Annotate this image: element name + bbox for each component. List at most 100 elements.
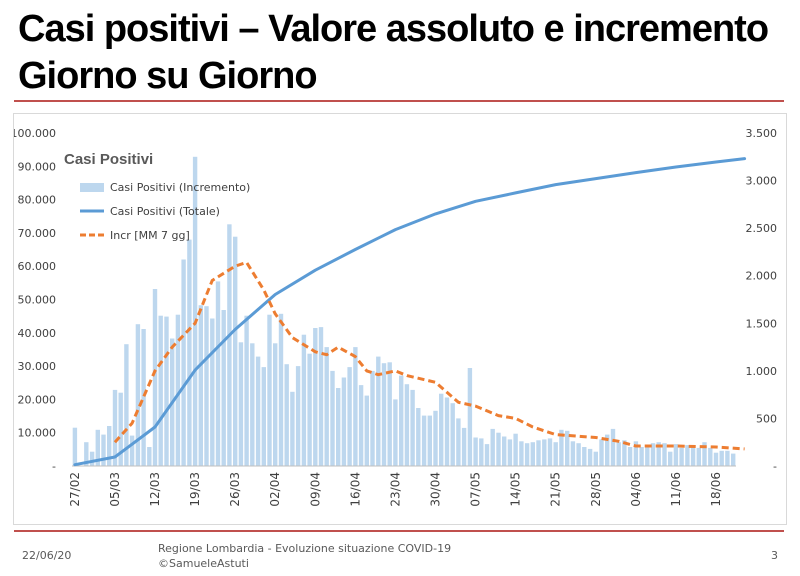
y-left-tick-label: 80.000 [18, 194, 57, 207]
bar-increment [129, 435, 135, 466]
x-tick-label: 02/04 [268, 472, 282, 507]
bar-increment [307, 353, 312, 466]
bar-increment [599, 439, 604, 466]
bar-increment [387, 362, 392, 466]
bar-increment [141, 329, 146, 466]
x-tick-label: 14/05 [509, 472, 523, 507]
legend-label: Casi Positivi (Incremento) [110, 181, 250, 194]
bar-increment [731, 453, 736, 466]
bar-increment [444, 397, 450, 466]
slide-title: Casi positivi – Valore assoluto e increm… [18, 6, 788, 100]
y-left-tick-label: - [52, 460, 56, 473]
bar-increment [381, 363, 387, 466]
bar-increment [547, 438, 553, 466]
bar-increment [553, 442, 558, 466]
bar-increment [187, 239, 192, 466]
bar-increment [513, 433, 518, 466]
x-tick-label: 19/03 [188, 472, 202, 507]
legend-swatch-increment [80, 183, 104, 192]
bar-increment [484, 444, 490, 466]
chart-title: Casi Positivi [64, 151, 153, 168]
bar-increment [273, 343, 278, 466]
y-right-tick-label: 1.000 [746, 365, 778, 378]
bar-increment [95, 429, 100, 466]
bar-increment [364, 395, 369, 466]
bar-increment [427, 415, 432, 466]
bar-increment [416, 408, 421, 466]
x-tick-label: 11/06 [669, 472, 683, 507]
bar-increment [616, 442, 621, 466]
y-left-tick-label: 20.000 [18, 393, 57, 406]
bar-increment [107, 426, 112, 466]
bar-increment [255, 356, 261, 466]
bar-increment [215, 281, 221, 466]
bar-increment [593, 451, 598, 466]
y-right-tick-label: 2.500 [746, 222, 778, 235]
bar-increment [353, 347, 358, 466]
bar-increment [118, 392, 123, 466]
bar-increment [210, 318, 215, 466]
y-right-tick-label: 2.000 [746, 270, 778, 283]
bar-increment [690, 446, 696, 466]
x-tick-label: 27/02 [68, 472, 82, 507]
bar-increment [376, 356, 381, 466]
bar-increment [89, 451, 95, 466]
chart-frame: - 10.000 20.000 30.000 40.000 50.000 60.000 70.… [13, 113, 787, 525]
bar-increment [582, 447, 587, 466]
y-right-tick-label: 1.500 [746, 317, 778, 330]
y-left-tick-label: 10.000 [18, 427, 57, 440]
bar-increment [559, 429, 564, 466]
bar-increment [679, 447, 684, 466]
bar-increment [467, 368, 473, 466]
bar-increment [708, 447, 713, 466]
bar-increment [456, 418, 461, 466]
bar-increment [633, 441, 639, 466]
bar-increment [198, 305, 203, 466]
slide-title-line-2: Giorno su Giorno [18, 55, 318, 97]
bar-increment [347, 367, 352, 466]
bar-increment [496, 432, 501, 466]
bar-increment [330, 370, 335, 466]
bar-increment [542, 439, 547, 466]
bar-increment [622, 440, 627, 466]
y-left-tick-label: 100.000 [14, 127, 56, 140]
bar-increment [158, 315, 163, 466]
bar-increment [719, 450, 724, 466]
x-tick-label: 30/04 [428, 472, 442, 507]
x-tick-label: 09/04 [308, 472, 322, 507]
bar-increment [479, 438, 484, 466]
bar-increment [530, 442, 535, 466]
x-tick-label: 12/03 [148, 472, 162, 507]
bar-increment [238, 342, 244, 466]
bar-increment [410, 389, 415, 466]
y-left-tick-label: 70.000 [18, 227, 57, 240]
bar-increment [696, 447, 701, 466]
bar-increment [336, 388, 341, 466]
bar-increment [450, 403, 455, 466]
x-tick-label: 23/04 [388, 472, 402, 507]
bar-increment [404, 384, 410, 466]
y-right-tick-label: 3.500 [746, 127, 778, 140]
bar-increment [221, 310, 226, 466]
bar-increment [295, 366, 301, 466]
x-tick-label: 21/05 [549, 472, 563, 507]
bar-increment [290, 391, 295, 466]
bar-increment [627, 447, 633, 466]
bar-increment [662, 443, 667, 466]
bar-increment [524, 443, 530, 466]
bar-increment [301, 334, 307, 466]
bar-increment [610, 428, 616, 466]
bar-increment [685, 445, 690, 466]
y-right-tick-label: - [773, 460, 777, 473]
bar-increment [702, 442, 707, 466]
bar-increment [656, 442, 661, 466]
bar-increment [175, 314, 181, 466]
bar-increment [433, 410, 438, 466]
bar-increment [650, 443, 656, 466]
footer-divider [14, 530, 784, 532]
bar-increment [84, 442, 89, 466]
bar-increment [576, 443, 581, 466]
y-left-tick-label: 60.000 [18, 260, 57, 273]
bar-increment [181, 259, 186, 466]
bar-increment [164, 316, 169, 466]
